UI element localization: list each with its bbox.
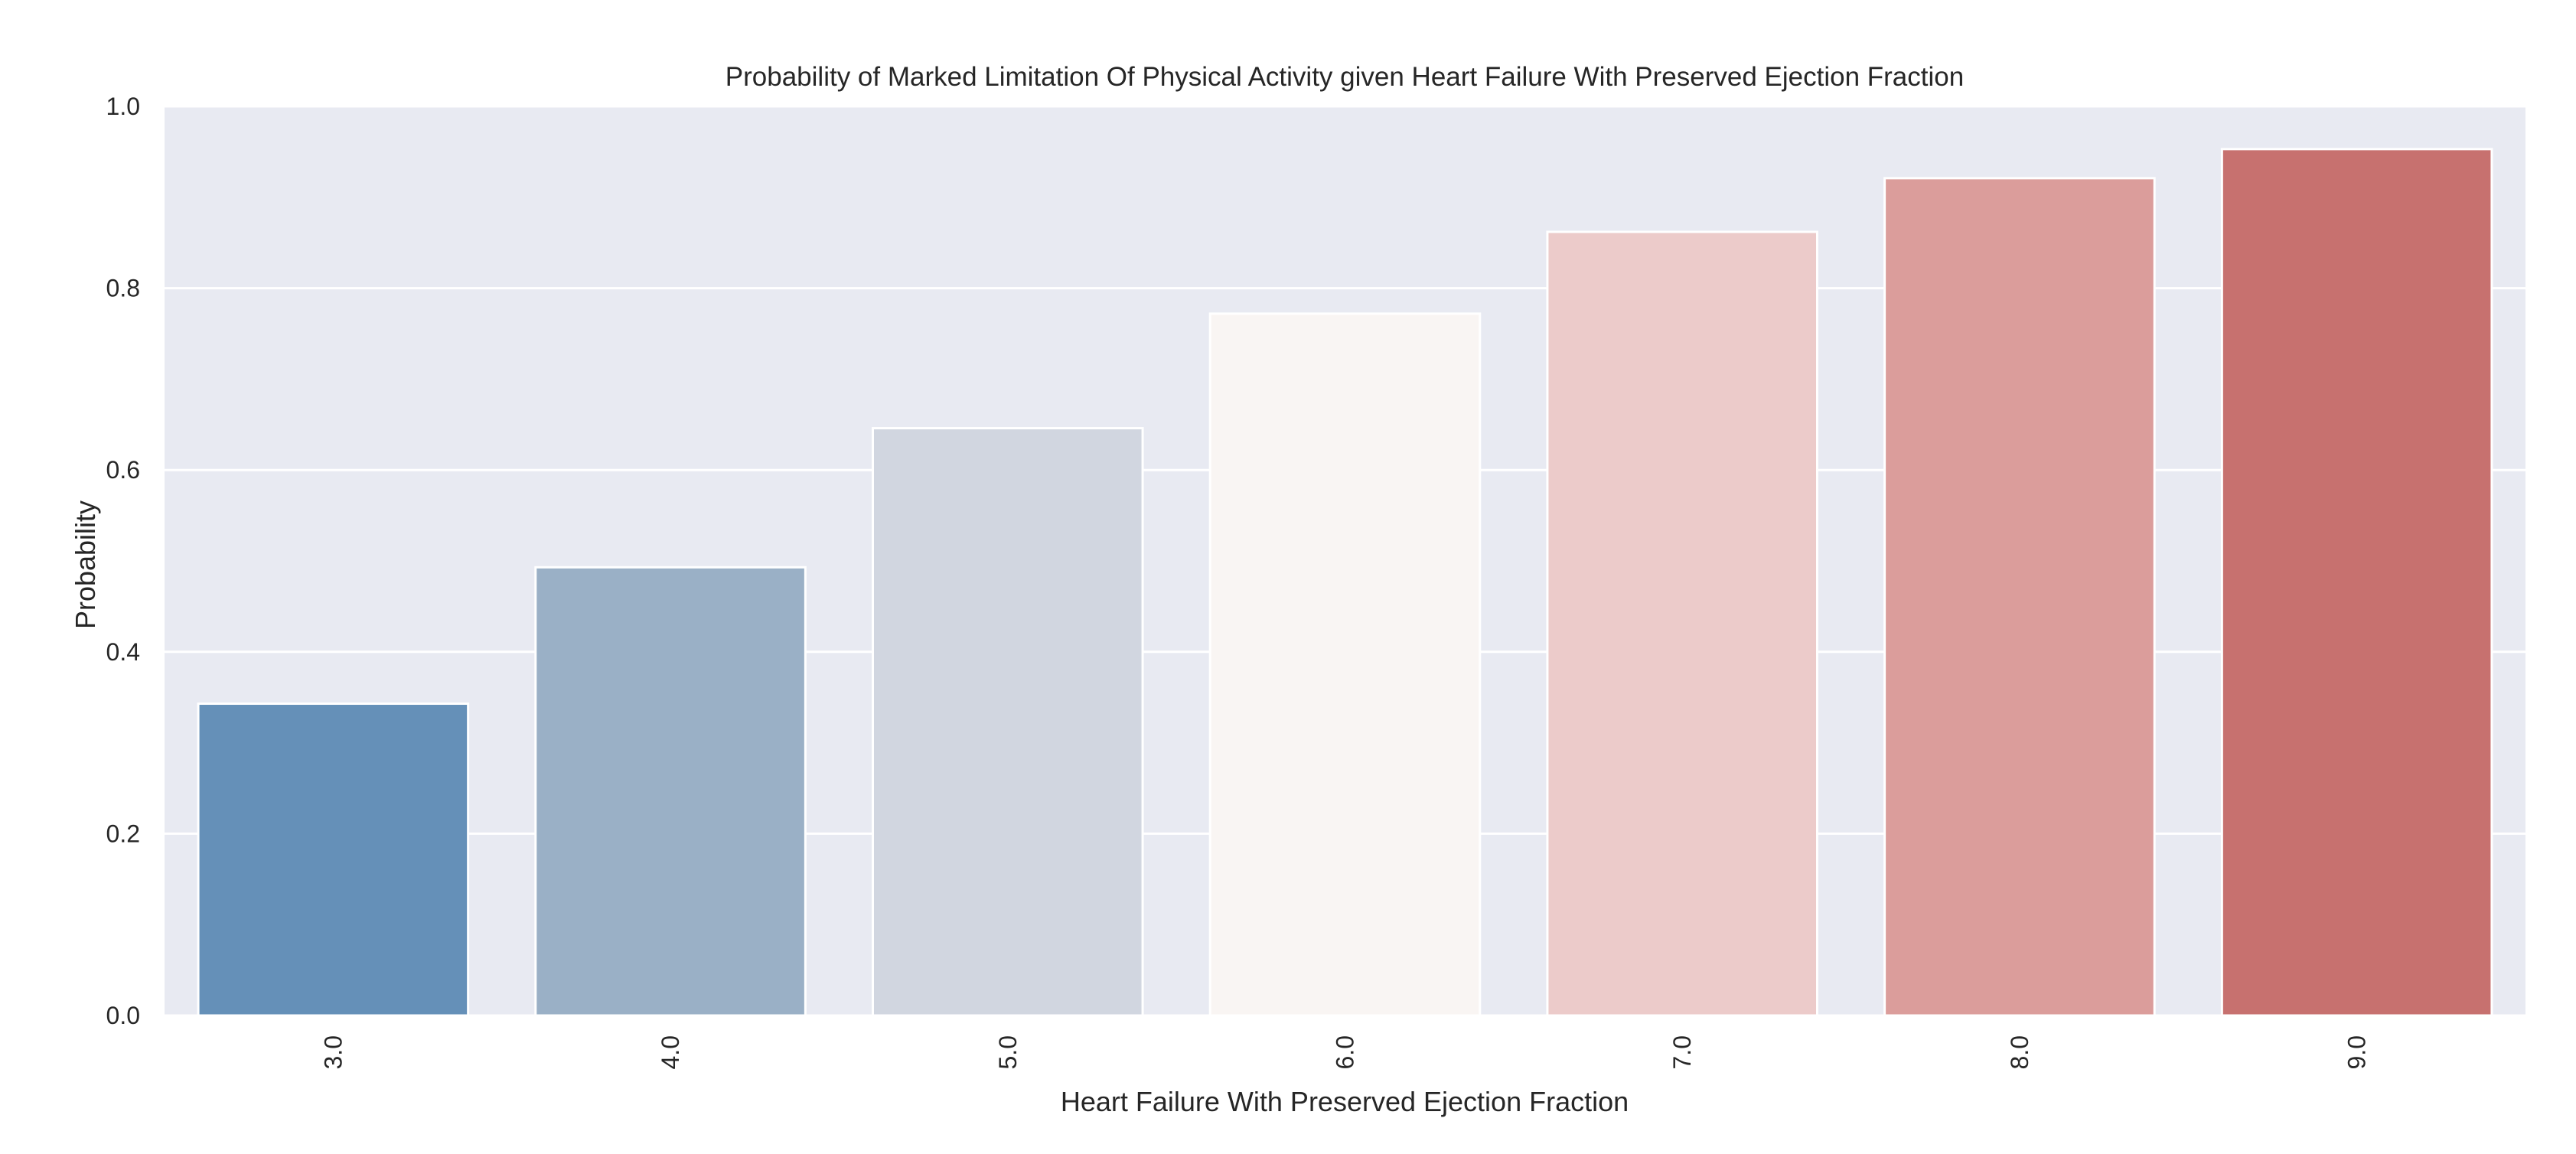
bar-4.0: [534, 566, 807, 1017]
x-tick-label: 7.0: [1668, 1035, 1696, 1069]
x-tick-label: 8.0: [2006, 1035, 2033, 1069]
y-tick-label: 0.8: [106, 275, 140, 302]
bar-5.0: [872, 427, 1144, 1017]
y-tick-labels: 0.0 0.2 0.4 0.6 0.8 1.0: [106, 93, 140, 1029]
x-tick-label: 4.0: [657, 1035, 684, 1069]
x-tick-label: 6.0: [1332, 1035, 1359, 1069]
x-tick-label: 9.0: [2343, 1035, 2371, 1069]
y-axis-label: Probability: [70, 500, 101, 629]
chart-title: Probability of Marked Limitation Of Phys…: [726, 62, 1964, 92]
x-tick-label: 5.0: [994, 1035, 1022, 1069]
y-tick-label: 1.0: [106, 93, 140, 120]
bar-6.0: [1208, 312, 1482, 1017]
y-tick-label: 0.4: [106, 638, 140, 666]
y-tick-label: 0.6: [106, 456, 140, 484]
x-tick-label: 3.0: [319, 1035, 347, 1069]
bar-3.0: [197, 703, 470, 1017]
y-tick-label: 0.2: [106, 820, 140, 847]
bar-8.0: [1883, 177, 2156, 1017]
x-axis-label: Heart Failure With Preserved Ejection Fr…: [1061, 1086, 1629, 1117]
x-tick-labels: 3.0 4.0 5.0 6.0 7.0 8.0 9.0: [319, 1035, 2370, 1069]
bar-7.0: [1546, 230, 1819, 1017]
y-tick-label: 0.0: [106, 1002, 140, 1029]
bar-9.0: [2220, 148, 2493, 1017]
bars: [197, 148, 2493, 1017]
